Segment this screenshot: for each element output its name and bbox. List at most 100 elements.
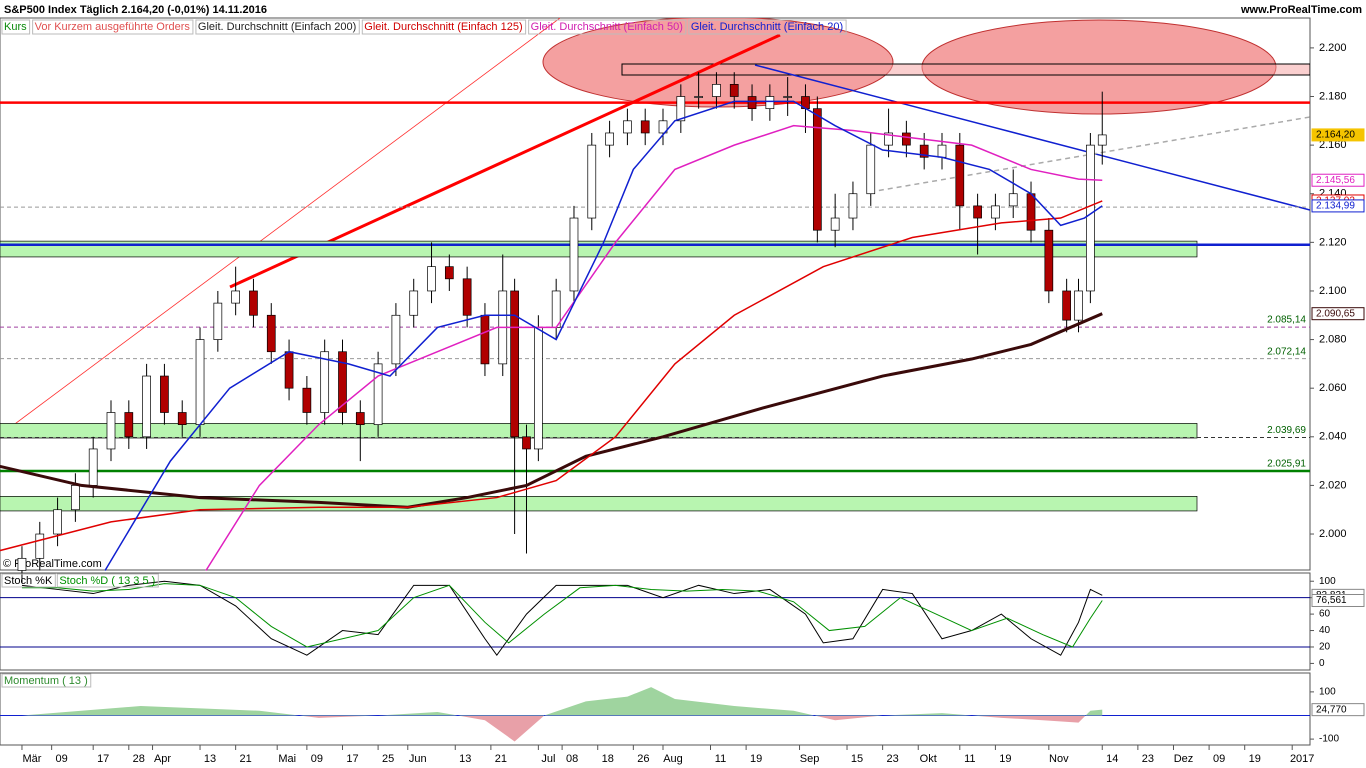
candle-body: [866, 144, 876, 195]
y-tick-label: 2.080: [1319, 333, 1347, 345]
price-tag-label: 24,770: [1316, 704, 1347, 715]
candle-body: [266, 314, 276, 353]
candle-body: [53, 509, 62, 535]
y-tick-label: 2.160: [1319, 139, 1347, 151]
panel-legend-box: [56, 573, 159, 588]
candle-body: [35, 533, 45, 559]
legend-box: [32, 19, 194, 35]
series-line: [0, 312, 1103, 509]
price-tag: [1311, 199, 1365, 213]
x-tick-label: 17: [346, 753, 358, 765]
copyright: © ProRealTime.com: [3, 558, 102, 570]
x-tick-label: 2017: [1290, 753, 1314, 765]
candle-body: [937, 144, 947, 158]
legend-box: [688, 19, 847, 35]
candle-body: [991, 205, 1000, 219]
x-tick-label: 09: [311, 753, 323, 765]
candle-body: [355, 412, 365, 425]
y-tick-label: 100: [1319, 687, 1336, 698]
x-tick-label: Mai: [278, 753, 296, 765]
legend-entry: Gleit. Durchschnitt (Einfach 50): [531, 21, 683, 33]
candle-body: [338, 351, 347, 413]
y-tick-label: 60: [1319, 609, 1331, 620]
y-tick-label: 2.200: [1319, 42, 1347, 54]
panel-legend-box: [1, 573, 56, 588]
x-tick-label: 14: [1106, 753, 1118, 765]
candle-body: [812, 108, 822, 231]
y-tick-label: 2.120: [1319, 236, 1347, 248]
momentum-area-negative: [303, 716, 1086, 742]
y-tick-label: 2.180: [1319, 90, 1347, 102]
candle-body: [124, 412, 134, 438]
candle-body: [765, 96, 775, 110]
trend-line: [869, 116, 1310, 193]
candle-body: [106, 412, 116, 450]
series-line: [21, 583, 1103, 648]
x-tick-label: 13: [204, 753, 216, 765]
candle-body: [973, 205, 982, 219]
candle-body: [302, 387, 312, 413]
candle-body: [902, 132, 911, 146]
y-tick-label: 2.100: [1319, 285, 1347, 297]
candle-body: [71, 485, 80, 511]
candle-body: [510, 290, 519, 438]
price-tag-label: 76,561: [1316, 595, 1347, 606]
price-tag: [1311, 307, 1365, 321]
y-tick-label: 2.060: [1319, 382, 1347, 394]
level-label: 2.085,14: [1267, 315, 1306, 326]
legend-entry: Gleit. Durchschnitt (Einfach 125): [364, 21, 522, 33]
resistance-box: [621, 63, 1310, 76]
legend-entry: Vor Kurzem ausgeführte Orders: [35, 21, 191, 33]
candle-body: [231, 290, 240, 304]
candle-body: [623, 120, 632, 134]
x-tick-label: 19: [999, 753, 1011, 765]
candle-body: [480, 314, 490, 365]
candle-body: [284, 351, 294, 389]
candle-body: [658, 120, 668, 134]
price-tag: [1311, 173, 1365, 187]
y-tick-label: 20: [1319, 642, 1331, 653]
level-label: 2.072,14: [1267, 346, 1306, 357]
candle-body: [676, 96, 686, 122]
candle-body: [919, 144, 929, 158]
panel-legend-box: [1, 673, 92, 688]
candle-body: [444, 266, 454, 280]
candle-body: [694, 96, 703, 98]
x-tick-label: Jul: [541, 753, 555, 765]
legend-entry: Kurs: [4, 21, 27, 33]
momentum-area-positive: [21, 687, 1103, 716]
x-tick-label: Nov: [1049, 753, 1069, 765]
series-line: [205, 124, 1103, 571]
candle-body: [1026, 193, 1036, 231]
candle-body: [551, 290, 561, 328]
candle-body: [534, 327, 543, 450]
y-tick-label: 0: [1319, 658, 1325, 669]
price-tag-label: 2.164,20: [1316, 130, 1355, 141]
momentum-frame: [0, 672, 1311, 746]
x-tick-label: Apr: [154, 753, 171, 765]
x-tick-label: 18: [602, 753, 614, 765]
y-tick-label: 40: [1319, 625, 1331, 636]
header-bar: [0, 0, 1366, 18]
candle-body: [729, 84, 739, 97]
x-tick-label: 19: [1249, 753, 1261, 765]
x-tick-label: Dez: [1174, 753, 1194, 765]
candle-body: [409, 290, 419, 316]
candle-body: [1074, 290, 1083, 321]
legend: Kurs Vor Kurzem ausgeführte Orders Gleit. …: [1, 19, 847, 35]
candle-body: [884, 132, 893, 146]
price-tag-label: 2.145,56: [1316, 175, 1355, 186]
x-tick-label: 21: [240, 753, 252, 765]
x-tick-label: 23: [887, 753, 899, 765]
trend-line: [0, 18, 561, 436]
x-tick-label: 09: [1213, 753, 1225, 765]
candle-body: [427, 266, 436, 292]
candle-body: [462, 278, 472, 316]
x-tick-label: 19: [750, 753, 762, 765]
candle-body: [605, 132, 614, 146]
legend-box: [528, 19, 687, 35]
y-tick-label: -100: [1319, 734, 1339, 745]
candle-body: [1086, 144, 1095, 292]
candle-body: [177, 412, 187, 425]
